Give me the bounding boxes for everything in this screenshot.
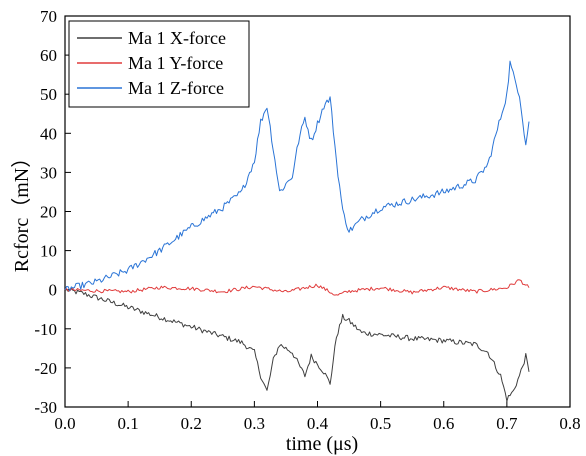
x-tick-label: 0.3 [244, 414, 265, 433]
x-tick-label: 0.2 [181, 414, 202, 433]
y-tick-label: 50 [40, 85, 57, 104]
legend-label-z-force: Ma 1 Z-force [128, 78, 224, 98]
x-tick-label: 0.8 [559, 414, 580, 433]
y-tick-label: 60 [40, 46, 57, 65]
x-tick-label: 0.5 [370, 414, 391, 433]
series-line-z-force [64, 60, 530, 292]
y-tick-label: 10 [40, 242, 57, 261]
y-tick-label: -10 [34, 320, 57, 339]
x-tick-label: 0.6 [433, 414, 454, 433]
legend: Ma 1 X-force Ma 1 Y-force Ma 1 Z-force [68, 20, 250, 108]
legend-label-x-force: Ma 1 X-force [128, 28, 226, 48]
x-axis-title: time (μs) [286, 433, 358, 455]
y-tick-label: -30 [34, 398, 57, 417]
legend-box [68, 20, 250, 108]
y-tick-label: 20 [40, 203, 57, 222]
y-tick-label: 0 [49, 281, 58, 300]
y-axis-title: Rcforc（mN） [10, 148, 33, 272]
y-tick-label: -20 [34, 359, 57, 378]
x-tick-label: 0.0 [54, 414, 75, 433]
x-tick-label: 0.7 [496, 414, 518, 433]
x-tick-label: 0.1 [118, 414, 139, 433]
y-tick-label: 70 [40, 7, 57, 26]
y-tick-label: 40 [40, 124, 57, 143]
series-line-y-force [64, 279, 530, 296]
series-layer [64, 60, 530, 402]
y-tick-label: 30 [40, 163, 57, 182]
series-line-x-force [64, 287, 530, 402]
axis-ticks: 0.0 0.1 0.2 0.3 0.4 0.5 0.6 0.7 0.8 -30 -20 -10 0 10 2… [34, 7, 580, 433]
x-tick-label: 0.4 [307, 414, 329, 433]
legend-label-y-force: Ma 1 Y-force [128, 53, 223, 73]
